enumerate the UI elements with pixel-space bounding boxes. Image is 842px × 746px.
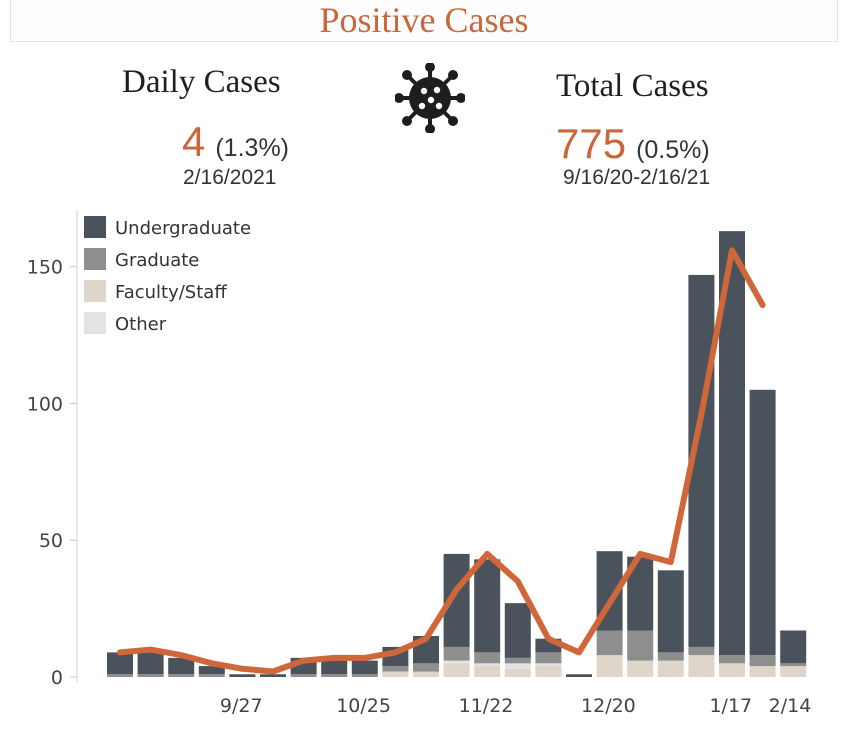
daily-cases-percent: (1.3%) <box>215 134 289 162</box>
legend-label: Graduate <box>115 250 199 271</box>
legend-swatch <box>84 280 106 302</box>
bar-segment-faculty-staff <box>504 668 531 677</box>
bar-segment-other <box>443 660 470 664</box>
y-tick-label: 0 <box>51 667 63 689</box>
bar-segment-other <box>504 663 531 669</box>
bar-segment-undergraduate <box>137 652 164 675</box>
x-tick-label: 1/17 <box>709 695 752 717</box>
x-tick-label: 12/20 <box>581 695 636 717</box>
bar-segment-undergraduate <box>749 389 776 656</box>
page-title: Positive Cases <box>319 0 529 40</box>
bar-segment-undergraduate <box>504 603 531 658</box>
legend-label: Faculty/Staff <box>115 282 227 303</box>
bar-segment-undergraduate <box>229 674 256 677</box>
bar-segment-graduate <box>749 655 776 667</box>
virus-icon <box>395 63 465 133</box>
bar-segment-faculty-staff <box>657 660 684 677</box>
bar-segment-faculty-staff <box>719 663 745 677</box>
bar-segment-graduate <box>413 663 439 672</box>
bar-segment-graduate <box>351 674 378 677</box>
bar-segment-graduate <box>321 674 348 677</box>
daily-cases-value: 4 (1.3%) <box>182 118 289 166</box>
bar-segment-graduate <box>290 674 317 677</box>
bar-segment-undergraduate <box>260 674 286 677</box>
bar-segment-graduate <box>382 666 409 672</box>
total-cases-label: Total Cases <box>556 68 709 104</box>
daily-cases-count: 4 <box>182 118 206 165</box>
bar-segment-graduate <box>627 630 654 661</box>
bar-segment-undergraduate <box>657 570 684 653</box>
legend-swatch <box>84 216 106 238</box>
bar-segment-graduate <box>657 652 684 661</box>
bar-segment-faculty-staff <box>596 655 623 677</box>
trend-line <box>117 247 766 675</box>
bar-segment-graduate <box>535 652 562 664</box>
bar-segment-undergraduate <box>566 674 592 677</box>
bar-segment-faculty-staff <box>413 671 439 677</box>
bar-segment-graduate <box>107 674 133 677</box>
bar-segment-faculty-staff <box>443 663 470 677</box>
bar-segment-faculty-staff <box>382 671 409 677</box>
bar-segment-graduate <box>443 646 470 661</box>
x-tick-label: 11/22 <box>459 695 514 717</box>
y-tick-label: 100 <box>27 393 63 415</box>
y-tick-label: 50 <box>39 530 63 552</box>
total-cases-count: 775 <box>556 120 627 167</box>
total-cases-range: 9/16/20-2/16/21 <box>563 166 711 189</box>
bar-segment-graduate <box>596 630 623 656</box>
bar-segment-undergraduate <box>168 657 195 675</box>
bar-segment-graduate <box>474 652 501 664</box>
bar-segment-undergraduate <box>198 666 225 675</box>
bar-segment-graduate <box>780 663 807 667</box>
bar-segment-faculty-staff <box>474 666 501 677</box>
bar-segment-undergraduate <box>321 660 348 675</box>
bar-segment-graduate <box>719 655 745 664</box>
total-cases-value: 775 (0.5%) <box>556 120 710 168</box>
x-tick-label: 2/14 <box>769 695 812 717</box>
total-cases-percent: (0.5%) <box>636 136 710 164</box>
bar-segment-undergraduate <box>107 652 133 675</box>
daily-cases-date: 2/16/2021 <box>183 166 277 189</box>
bar-segment-faculty-staff <box>627 660 654 677</box>
bar-segment-undergraduate <box>780 630 807 664</box>
legend-swatch <box>84 312 106 334</box>
bar-segment-graduate <box>168 674 195 677</box>
bar-segment-graduate <box>198 674 225 677</box>
bar-segment-graduate <box>504 657 531 664</box>
bar-segment-graduate <box>688 646 715 656</box>
bar-segment-graduate <box>137 674 164 677</box>
positive-cases-chart: 0 50 100 150 9/27 10/25 11/22 12/20 1/17 2/14 Un… <box>27 210 812 717</box>
bar-segment-faculty-staff <box>688 655 715 677</box>
legend-label: Other <box>115 314 167 335</box>
x-tick-label: 9/27 <box>220 695 263 717</box>
page-title-bar: Positive Cases <box>10 0 838 42</box>
legend-swatch <box>84 248 106 270</box>
legend-label: Undergraduate <box>115 218 251 239</box>
bar-segment-other <box>474 663 501 667</box>
y-tick-label: 150 <box>27 257 63 279</box>
bar-segment-faculty-staff <box>535 666 562 677</box>
x-tick-label: 10/25 <box>336 695 391 717</box>
bar-segment-other <box>535 663 562 667</box>
bar-segment-undergraduate <box>351 660 378 675</box>
daily-cases-label: Daily Cases <box>122 64 281 100</box>
bar-segment-undergraduate <box>474 559 501 653</box>
bar-segment-faculty-staff <box>780 666 807 677</box>
bar-segment-faculty-staff <box>749 666 776 677</box>
